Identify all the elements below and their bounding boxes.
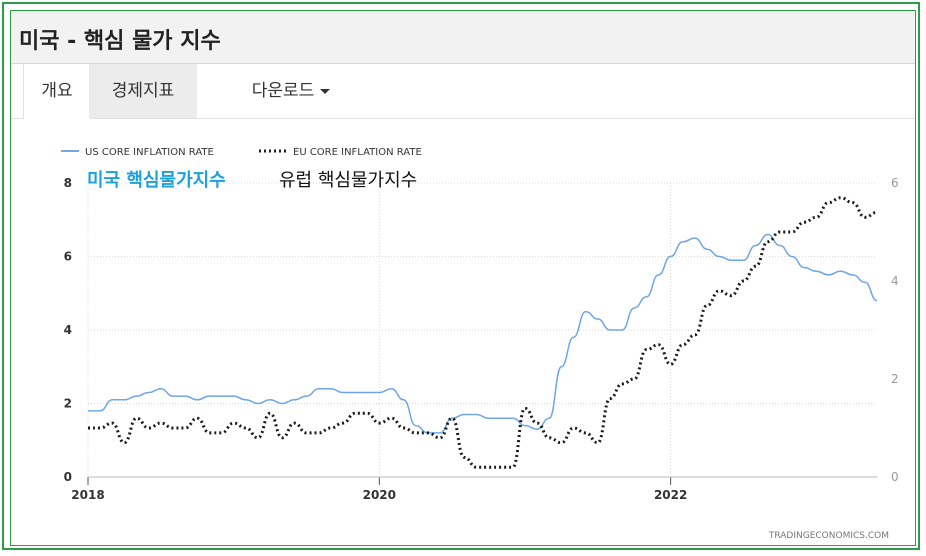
- tab-indicators-label: 경제지표: [111, 81, 175, 101]
- x-tick-label: 2020: [363, 488, 396, 502]
- us-series-line: [88, 233, 878, 434]
- tab-download[interactable]: 다운로드: [231, 64, 351, 118]
- y-left-tick-label: 2: [64, 397, 72, 411]
- legend-label-eu: EU CORE INFLATION RATE: [293, 147, 422, 158]
- y-left-tick-label: 6: [64, 250, 72, 264]
- outer-frame: 미국 - 핵심 물가 지수 개요 경제지표 다운로드 0 2 4 6 8 0 2 4 6 2018…: [2, 2, 920, 550]
- tab-download-label: 다운로드: [251, 81, 315, 101]
- y-right-tick-label: 2: [891, 372, 899, 386]
- annotation-us: 미국 핵심물가지수: [87, 170, 226, 191]
- page-title: 미국 - 핵심 물가 지수: [19, 29, 221, 54]
- x-tick-label: 2022: [654, 488, 687, 502]
- content-panel: 미국 - 핵심 물가 지수 개요 경제지표 다운로드 0 2 4 6 8 0 2 4 6 2018…: [10, 10, 916, 546]
- y-left-tick-label: 4: [64, 323, 72, 337]
- tab-bar: 개요 경제지표 다운로드: [11, 64, 915, 119]
- y-left-tick-label: 8: [64, 176, 72, 190]
- chart-area: 0 2 4 6 8 0 2 4 6 2018 2020 2022 US CORE INFLATION R…: [11, 119, 915, 545]
- y-left-tick-label: 0: [64, 470, 72, 484]
- annotation-eu: 유럽 핵심물가지수: [279, 170, 417, 191]
- y-right-tick-label: 0: [891, 470, 899, 484]
- title-bar: 미국 - 핵심 물가 지수: [11, 11, 915, 64]
- tab-overview-label: 개요: [41, 81, 73, 101]
- legend-label-us: US CORE INFLATION RATE: [85, 147, 214, 158]
- chart-svg: 0 2 4 6 8 0 2 4 6 2018 2020 2022 US CORE INFLATION R…: [61, 147, 899, 541]
- tab-indicators[interactable]: 경제지표: [89, 64, 197, 118]
- x-tick-label: 2018: [71, 488, 104, 502]
- y-right-tick-label: 6: [891, 176, 899, 190]
- eu-series-line: [88, 196, 878, 469]
- tab-overview[interactable]: 개요: [23, 64, 91, 119]
- y-right-tick-label: 4: [891, 274, 899, 288]
- watermark: TRADINGECONOMICS.COM: [768, 531, 889, 541]
- chevron-down-icon: [320, 88, 331, 94]
